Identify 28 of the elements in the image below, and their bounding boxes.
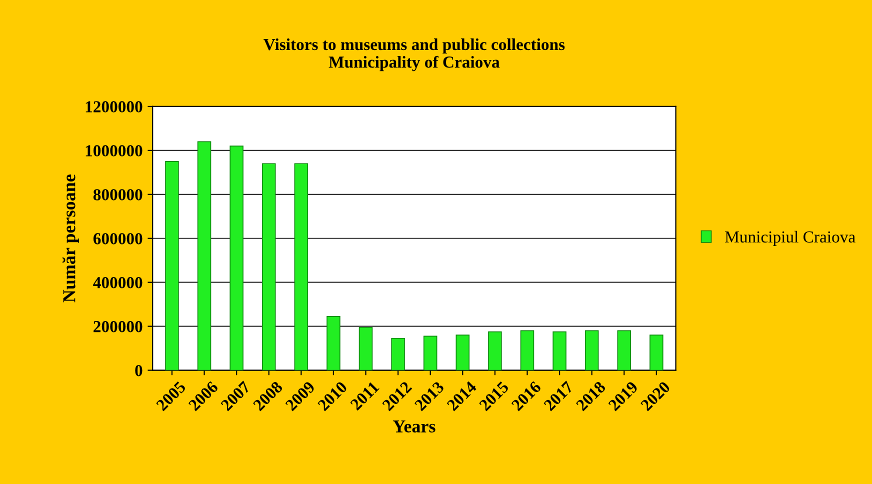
bar xyxy=(294,163,308,370)
y-tick-label: 0 xyxy=(135,364,142,376)
bar xyxy=(391,338,405,370)
bar xyxy=(617,330,632,370)
x-axis-title: Years xyxy=(392,420,436,432)
bar xyxy=(165,161,179,370)
bar xyxy=(326,316,340,370)
chart-title: Visitors to museums and public collections Municipality of Craiova xyxy=(264,38,565,72)
y-tick-label: 800000 xyxy=(93,189,142,200)
bar xyxy=(230,146,244,370)
x-tick-label: 2011 xyxy=(350,380,380,411)
bar xyxy=(197,141,212,370)
y-tick-label: 1000000 xyxy=(86,145,142,156)
bar xyxy=(423,336,438,370)
bar xyxy=(520,330,534,370)
y-tick-label: 1200000 xyxy=(86,101,142,112)
bar xyxy=(456,334,470,370)
bar xyxy=(552,331,566,370)
y-tick-label: 200000 xyxy=(94,320,142,332)
y-axis-title: Număr persoane xyxy=(62,174,79,302)
bar xyxy=(650,334,664,370)
y-tick-label: 600000 xyxy=(93,233,142,244)
y-tick-label: 400000 xyxy=(93,277,142,288)
bar xyxy=(358,326,373,370)
legend-label: Municipiul Craiova xyxy=(725,230,856,246)
bar xyxy=(262,163,276,370)
bar xyxy=(488,331,502,370)
bar xyxy=(584,330,599,370)
